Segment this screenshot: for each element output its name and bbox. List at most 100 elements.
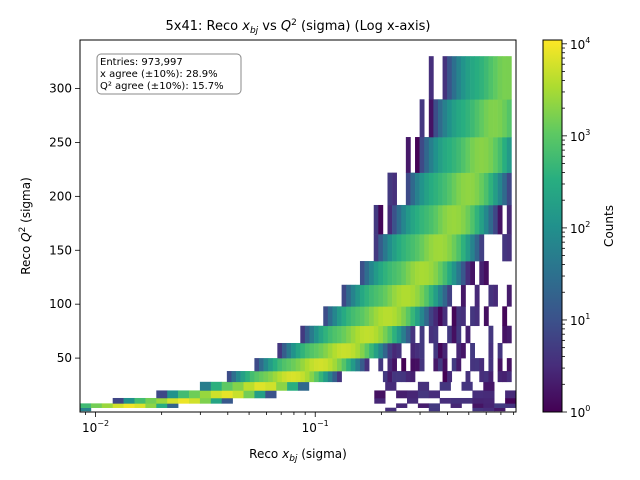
heatmap-cell bbox=[415, 306, 420, 327]
heatmap-cell bbox=[433, 284, 439, 307]
heatmap-cell bbox=[428, 306, 434, 327]
heatmap-cell bbox=[369, 284, 375, 307]
heatmap-cell bbox=[268, 371, 274, 383]
heatmap-cell bbox=[359, 325, 365, 344]
heatmap-cell bbox=[502, 56, 508, 100]
heatmap-cell bbox=[304, 358, 310, 372]
heatmap-cell bbox=[378, 204, 384, 235]
heatmap-cell bbox=[488, 325, 494, 344]
heatmap-cell bbox=[447, 99, 453, 138]
heatmap-cell bbox=[460, 99, 466, 138]
heatmap-cell bbox=[323, 306, 329, 327]
heatmap-cell bbox=[417, 390, 430, 399]
heatmap-cell bbox=[337, 342, 342, 359]
heatmap-cell bbox=[407, 390, 419, 399]
heatmap-cell bbox=[447, 261, 453, 286]
heatmap-cell bbox=[433, 342, 439, 359]
heatmap-cell bbox=[405, 325, 411, 344]
heatmap-cell bbox=[479, 204, 485, 235]
heatmap-cell bbox=[286, 371, 292, 383]
heatmap-cell bbox=[451, 358, 457, 372]
heatmap-cell bbox=[364, 342, 370, 359]
heatmap-cell bbox=[243, 390, 255, 399]
heatmap-cell bbox=[337, 306, 342, 327]
heatmap-cell bbox=[396, 234, 402, 262]
heatmap-cell bbox=[378, 284, 384, 307]
colorbar-tick-label: 103 bbox=[570, 128, 590, 144]
heatmap-cell bbox=[373, 234, 379, 262]
heatmap-cell bbox=[415, 342, 420, 359]
heatmap-cell bbox=[382, 325, 388, 344]
heatmap-cell bbox=[428, 99, 434, 138]
heatmap-cell bbox=[327, 325, 333, 344]
heatmap-cell bbox=[373, 204, 379, 235]
heatmap-cell bbox=[470, 56, 475, 100]
heatmap-cell bbox=[378, 342, 384, 359]
heatmap-cell bbox=[355, 306, 361, 327]
heatmap-cell bbox=[327, 342, 333, 359]
heatmap-cell bbox=[156, 390, 168, 399]
colorbar-label: Counts bbox=[602, 205, 616, 247]
heatmap-cell bbox=[479, 137, 485, 173]
heatmap-cell bbox=[428, 403, 440, 408]
heatmap-cell bbox=[456, 99, 462, 138]
heatmap-cell bbox=[497, 99, 503, 138]
heatmap-cell bbox=[488, 172, 494, 206]
heatmap-cell bbox=[506, 172, 512, 206]
heatmap-cell bbox=[470, 306, 475, 327]
heatmap-cell bbox=[415, 261, 420, 286]
heatmap-cell bbox=[483, 56, 489, 100]
heatmap-cell bbox=[337, 371, 342, 383]
y-tick-label: 150 bbox=[49, 243, 72, 257]
heatmap-cell bbox=[258, 371, 264, 383]
heatmap-cell bbox=[286, 342, 292, 359]
heatmap-cell bbox=[221, 397, 233, 404]
stats-box: Entries: 973,997 x agree (±10%): 28.9% Q… bbox=[96, 53, 242, 95]
heatmap-cell bbox=[415, 284, 420, 307]
heatmap-cell bbox=[428, 325, 434, 344]
heatmap-cell bbox=[378, 306, 384, 327]
heatmap-cell bbox=[396, 325, 402, 344]
heatmap-cell bbox=[483, 403, 495, 408]
heatmap-cell bbox=[428, 56, 434, 100]
heatmap-cell bbox=[410, 204, 416, 235]
heatmap-cell bbox=[442, 172, 448, 206]
colorbar-tick-label: 101 bbox=[570, 312, 590, 328]
heatmap-cell bbox=[502, 371, 508, 383]
heatmap-cell bbox=[350, 358, 356, 372]
heatmap-cell bbox=[382, 261, 388, 286]
heatmap-cell bbox=[442, 358, 448, 372]
heatmap-cell bbox=[332, 371, 338, 383]
heatmap-cell bbox=[332, 306, 338, 327]
heatmap-cell bbox=[392, 172, 397, 206]
heatmap-cell bbox=[424, 261, 430, 286]
heatmap-cell bbox=[167, 397, 179, 404]
heatmap-cell bbox=[419, 172, 425, 206]
heatmap-cell bbox=[428, 172, 434, 206]
heatmap-cell bbox=[318, 325, 324, 344]
heatmap-cell bbox=[465, 99, 471, 138]
heatmap-cell bbox=[364, 358, 370, 372]
heatmap-cell bbox=[506, 137, 512, 173]
heatmap-cell bbox=[350, 342, 356, 359]
heatmap-cell bbox=[442, 204, 448, 235]
heatmap-cell bbox=[410, 358, 416, 372]
heatmap-cell bbox=[396, 371, 402, 383]
heatmap-cell bbox=[112, 403, 124, 408]
heatmap-cell bbox=[410, 306, 416, 327]
heatmap-cell bbox=[350, 325, 356, 344]
y-axis-ticks: 50 100 150 200 250 300 bbox=[49, 82, 80, 365]
heatmap-cell bbox=[419, 358, 425, 372]
heatmap-cell bbox=[415, 358, 420, 372]
heatmap-cell bbox=[304, 325, 310, 344]
heatmap-cell bbox=[424, 284, 430, 307]
heatmap-cell bbox=[451, 56, 457, 100]
heatmap-cell bbox=[341, 306, 347, 327]
heatmap-cell bbox=[502, 99, 508, 138]
heatmap-cell bbox=[263, 371, 269, 383]
heatmap-cell bbox=[382, 306, 388, 327]
heatmap-cell bbox=[392, 284, 397, 307]
heatmap-cell bbox=[470, 261, 475, 286]
heatmap-cell bbox=[456, 325, 462, 344]
heatmap-cell bbox=[373, 261, 379, 286]
